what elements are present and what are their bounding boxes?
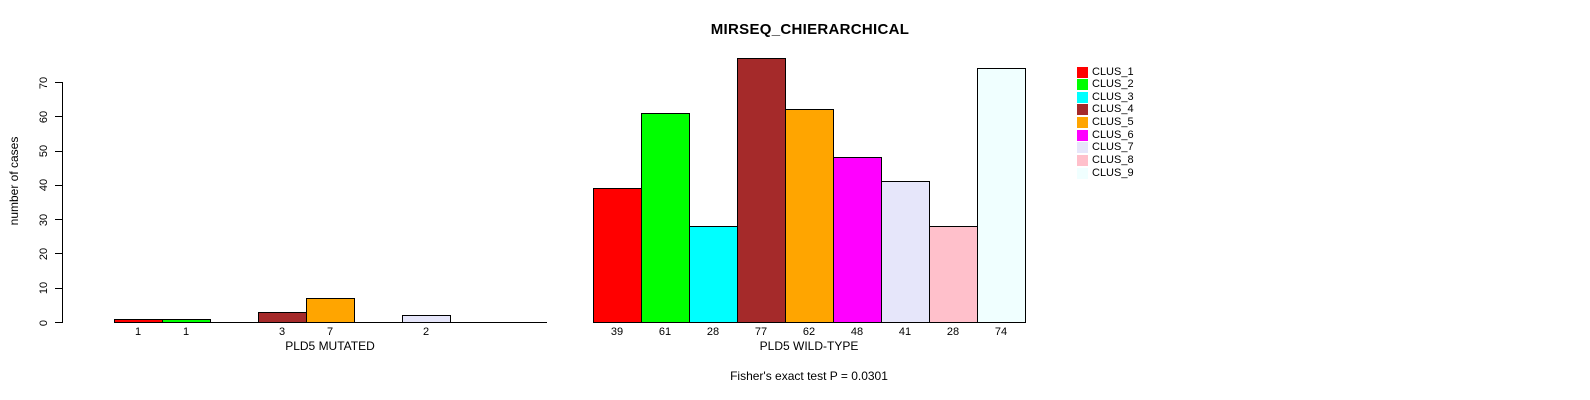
legend-swatch-CLUS_9 [1077,167,1088,179]
y-axis-line [62,82,63,323]
bar-CLUS_7 [881,181,930,323]
bar-value-label: 3 [278,326,286,338]
legend-swatch-CLUS_8 [1077,155,1088,167]
group-x-axis-label: PLD5 MUTATED [285,339,375,353]
bar-CLUS_5 [306,298,355,323]
y-axis-tick-label: 70 [38,76,50,89]
bar-value-label: 1 [182,326,190,338]
bar-value-label: 28 [706,326,720,338]
y-axis-tick-label: 20 [38,247,50,261]
bar-value-label: 2 [422,326,430,338]
bar-CLUS_6 [833,157,882,323]
y-axis-tick [55,322,62,323]
chart-title: MIRSEQ_CHIERARCHICAL [710,21,910,38]
bar-CLUS_7 [402,315,451,323]
y-axis-label: number of cases [7,136,21,226]
legend-swatch-CLUS_5 [1077,117,1088,129]
legend-label: CLUS_5 [1092,116,1134,129]
y-axis-tick [55,184,62,186]
bar-CLUS_4 [737,58,786,323]
y-axis-tick-label: 30 [38,213,50,226]
legend-label: CLUS_2 [1092,78,1134,91]
y-axis-tick-label: 0 [38,319,50,326]
bar-value-label: 39 [610,326,624,338]
bar-CLUS_2 [162,318,211,323]
bar-CLUS_4 [258,311,307,323]
legend-label: CLUS_1 [1092,65,1134,78]
bar-CLUS_3 [689,226,738,323]
legend-label: CLUS_4 [1092,103,1134,116]
bar-value-label: 48 [850,326,864,338]
legend-swatch-CLUS_1 [1077,66,1088,78]
legend-label: CLUS_8 [1092,154,1134,167]
legend-label: CLUS_7 [1092,141,1134,154]
y-axis-tick-label: 60 [38,110,50,123]
bar-value-label: 41 [898,326,912,338]
y-axis-tick-label: 40 [38,179,50,192]
fisher-test-annotation: Fisher's exact test P = 0.0301 [730,369,888,383]
legend-swatch-CLUS_6 [1077,129,1088,141]
bar-value-label: 61 [658,326,672,338]
y-axis-tick [55,82,62,83]
bar-value-label: 74 [994,326,1008,338]
legend-swatch-CLUS_4 [1077,104,1088,116]
y-axis-tick [55,219,62,221]
legend-label: CLUS_9 [1092,166,1134,179]
y-axis-tick [55,150,62,152]
y-axis-tick [55,116,62,118]
bar-value-label: 1 [134,326,142,338]
group-x-axis-label: PLD5 WILD-TYPE [759,339,859,353]
legend-label: CLUS_3 [1092,90,1134,103]
bar-value-label: 7 [326,326,334,338]
bar-value-label: 28 [946,326,960,338]
bar-CLUS_2 [641,112,690,323]
y-axis-tick [55,253,62,255]
legend-swatch-CLUS_7 [1077,142,1088,154]
bar-CLUS_5 [785,109,834,323]
bar-CLUS_9 [977,68,1026,323]
y-axis-tick [55,287,62,289]
legend-swatch-CLUS_3 [1077,91,1088,103]
bar-CLUS_1 [114,318,163,323]
bar-CLUS_8 [929,226,978,323]
bar-value-label: 62 [802,326,816,338]
y-axis-tick-label: 10 [38,282,50,295]
bar-value-label: 77 [754,326,768,338]
bar-CLUS_1 [593,188,642,323]
y-axis-tick-label: 50 [38,144,50,158]
legend-label: CLUS_6 [1092,128,1134,141]
legend-swatch-CLUS_2 [1077,79,1088,91]
